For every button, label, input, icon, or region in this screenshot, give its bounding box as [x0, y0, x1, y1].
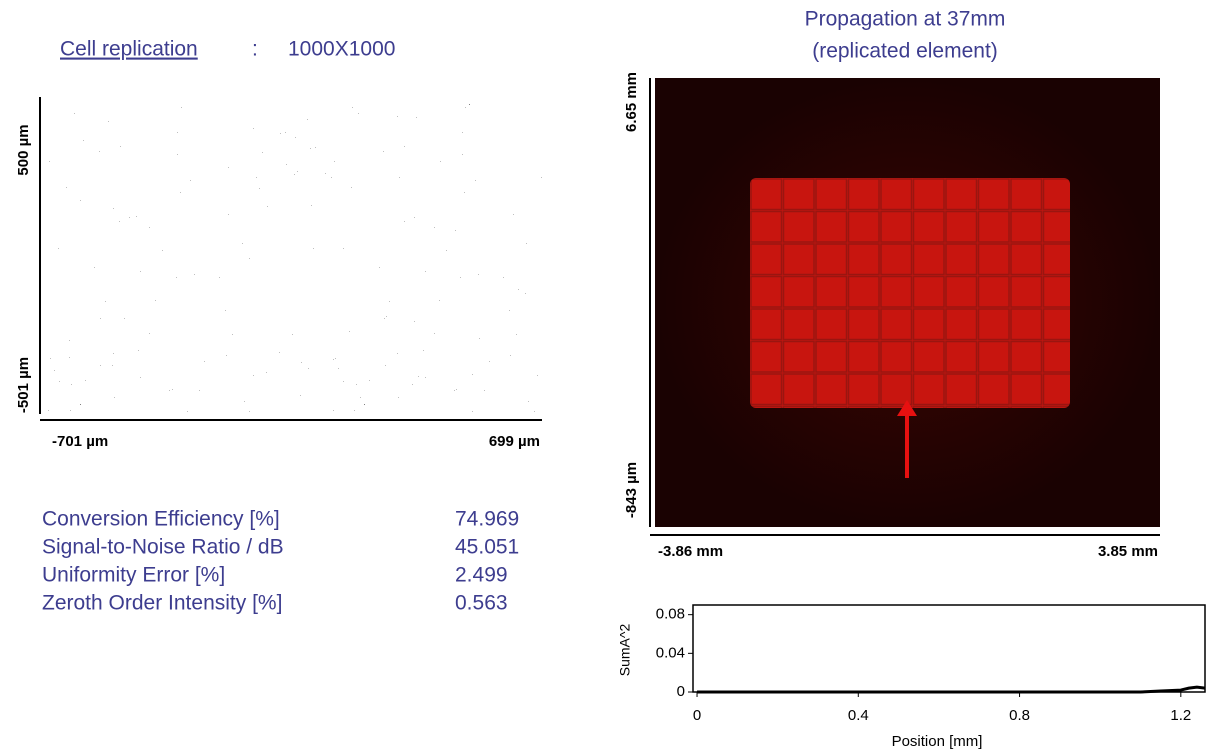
y-tick-label: 0.04 [656, 644, 685, 661]
metrics: Conversion Efficiency [%] 74.969 Signal-to… [42, 508, 519, 615]
x-axis-label: Position [mm] [892, 733, 983, 750]
element-image [48, 97, 542, 412]
cell-replication-value: 1000X1000 [288, 38, 395, 61]
arrow-head [897, 400, 917, 416]
propagation-subtitle: (replicated element) [812, 40, 998, 63]
x-tick-label: 1.2 [1170, 707, 1191, 724]
separator: : [252, 38, 258, 61]
x-right-label: 3.85 mm [1098, 543, 1158, 560]
x-right-label: 699 µm [489, 433, 540, 450]
y-tick-label: 0.08 [656, 606, 685, 623]
x-tick-label: 0 [693, 707, 701, 724]
x-left-label: -3.86 mm [658, 543, 723, 560]
y-axis-label: SumA^2 [617, 624, 633, 677]
replicated-element [750, 178, 1070, 408]
propagation-title: Propagation at 37mm [805, 8, 1006, 31]
metric-value: 74.969 [455, 508, 519, 531]
metric-value: 2.499 [455, 564, 508, 587]
y-top-label: 6.65 mm [623, 72, 640, 132]
y-bottom-label: -843 µm [623, 462, 640, 518]
metric-name: Conversion Efficiency [%] [42, 508, 280, 531]
plot-frame [692, 604, 1206, 693]
metric-value: 0.563 [455, 592, 508, 615]
x-tick-label: 0.8 [1009, 707, 1030, 724]
metric-value: 45.051 [455, 536, 519, 559]
metric-name: Signal-to-Noise Ratio / dB [42, 536, 284, 559]
x-left-label: -701 µm [52, 433, 108, 450]
metric-name: Uniformity Error [%] [42, 564, 225, 587]
x-tick-label: 0.4 [848, 707, 869, 724]
y-tick-label: 0 [677, 683, 685, 700]
data-line [697, 685, 1206, 694]
metric-name: Zeroth Order Intensity [%] [42, 592, 282, 615]
y-bottom-label: -501 µm [15, 357, 32, 413]
chart: 0 0.4 0.8 1.2 0 0.04 0.08 [656, 606, 1206, 724]
cell-replication-label: Cell replication [60, 38, 198, 61]
y-top-label: 500 µm [15, 124, 32, 175]
